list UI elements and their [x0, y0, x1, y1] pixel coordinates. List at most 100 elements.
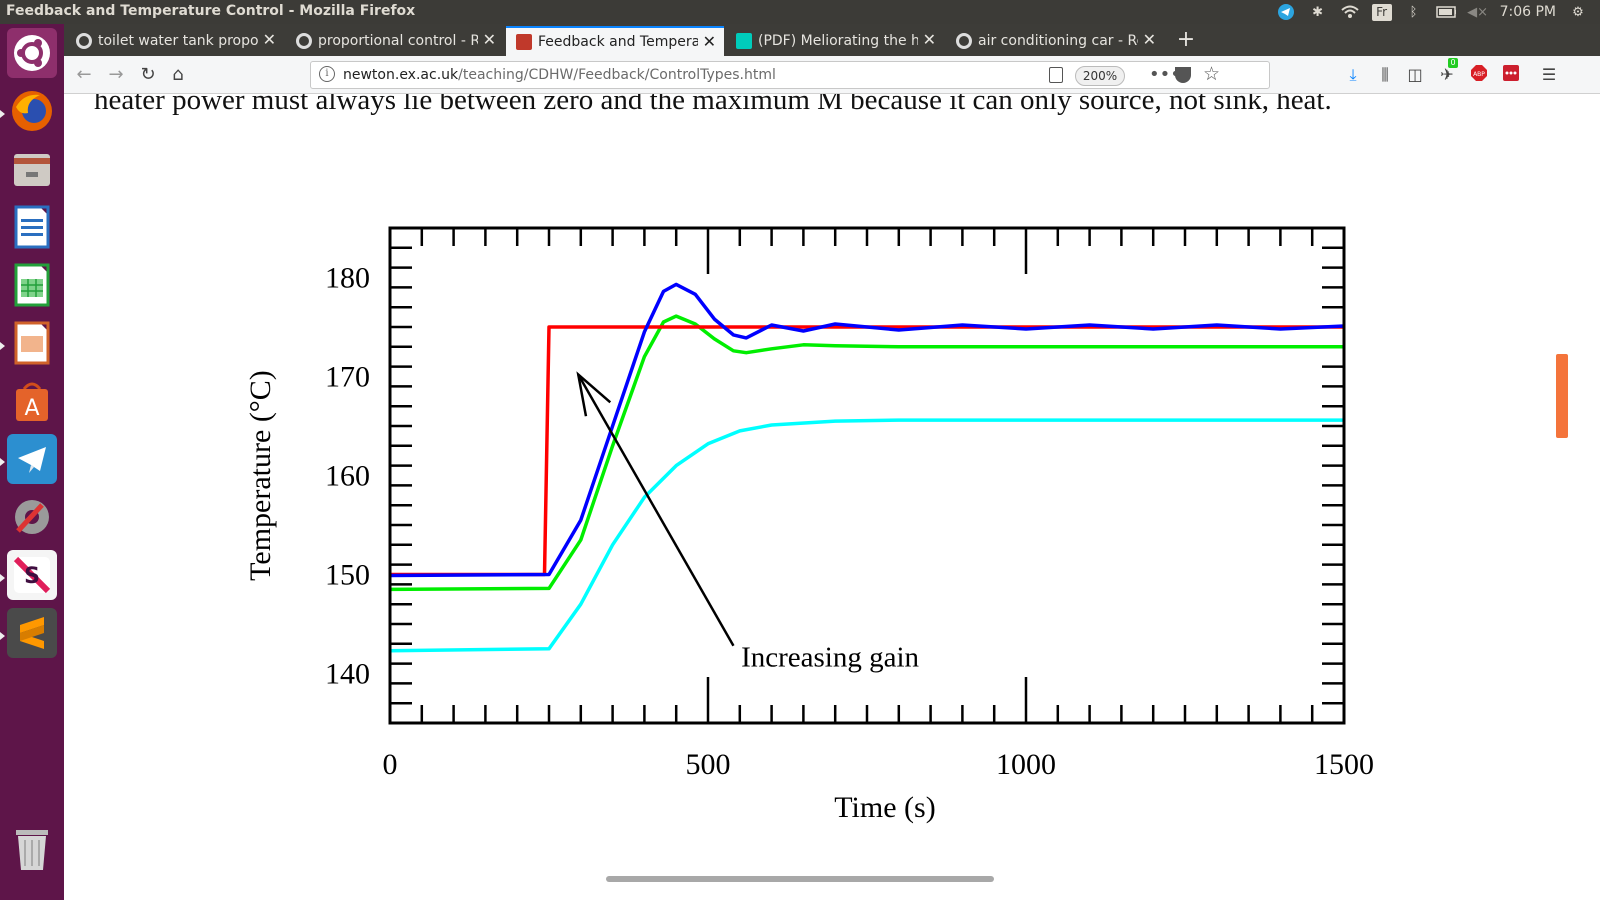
firefox-icon[interactable] [7, 86, 57, 136]
y-axis-label: Temperature (°C) [244, 370, 277, 581]
close-tab-icon[interactable]: ✕ [482, 30, 496, 49]
back-button[interactable]: ← [76, 64, 92, 85]
x-tick-label: 0 [383, 748, 398, 781]
bookmark-star-icon[interactable]: ☆ [1203, 63, 1221, 85]
unity-launcher: A S [0, 24, 64, 900]
active-app-indicator [0, 110, 5, 118]
top-panel: Feedback and Temperature Control - Mozil… [0, 0, 1600, 24]
x-tick-label: 500 [686, 748, 731, 781]
tab-label: (PDF) Meliorating the h [758, 33, 918, 49]
x-tick-label: 1500 [1314, 748, 1374, 781]
tab-1[interactable]: toilet water tank propor ✕ [66, 26, 284, 56]
extension-badge: 0 [1448, 58, 1458, 68]
x-tick-label: 1000 [996, 748, 1056, 781]
running-app-indicator [0, 574, 5, 582]
navigation-toolbar: ← → ↻ ⌂ i newton.ex.ac.uk/teaching/CDHW/… [64, 56, 1600, 94]
google-icon [956, 33, 972, 49]
chart-series [389, 282, 1345, 653]
libreoffice-calc-icon[interactable] [7, 260, 57, 310]
y-tick-label: 180 [325, 262, 370, 295]
system-settings-icon[interactable] [7, 492, 57, 542]
site-info-icon[interactable]: i [319, 66, 335, 82]
y-tick-label: 140 [325, 658, 370, 691]
researchgate-icon [736, 33, 752, 49]
trash-icon[interactable] [7, 824, 57, 874]
google-icon [296, 33, 312, 49]
wifi-icon[interactable] [1340, 3, 1360, 21]
y-tick-label: 160 [325, 460, 370, 493]
ubuntu-dash-icon[interactable] [7, 28, 57, 78]
slack-icon[interactable]: S [7, 550, 57, 600]
tab-2[interactable]: proportional control - R ✕ [286, 26, 504, 56]
reader-view-icon[interactable] [1049, 67, 1063, 83]
google-icon [76, 33, 92, 49]
vertical-scrollbar-thumb[interactable] [1556, 354, 1568, 438]
plot-frame [388, 226, 1346, 725]
files-icon[interactable] [7, 144, 57, 194]
annotation-text: Increasing gain [741, 642, 919, 674]
libreoffice-impress-icon[interactable] [7, 318, 57, 368]
close-tab-icon[interactable]: ✕ [702, 32, 716, 51]
home-button[interactable]: ⌂ [172, 64, 184, 85]
power-gear-icon[interactable]: ⚙ [1572, 4, 1584, 20]
forward-button[interactable]: → [108, 64, 124, 85]
library-icon[interactable]: ⫼ [1381, 65, 1389, 84]
running-app-indicator [0, 632, 5, 640]
zoom-level-badge[interactable]: 200% [1075, 66, 1125, 86]
exeter-crest-icon [516, 34, 532, 50]
pocket-icon[interactable] [1175, 67, 1191, 83]
system-tray: ✱ Fr ᛒ ◀× 7:06 PM ⚙ [1276, 0, 1588, 24]
tick-labels: 0 500 1000 1500 140 150 160 170 180 [325, 262, 1374, 782]
close-tab-icon[interactable]: ✕ [922, 30, 936, 49]
libreoffice-writer-icon[interactable] [7, 202, 57, 252]
page-actions-menu-icon[interactable]: ••• [1149, 64, 1181, 85]
sublime-text-icon[interactable] [7, 608, 57, 658]
bluetooth-icon[interactable]: ᛒ [1409, 4, 1418, 20]
url-text[interactable]: newton.ex.ac.uk/teaching/CDHW/Feedback/C… [343, 67, 776, 83]
series-line-1 [389, 282, 1345, 578]
new-tab-button[interactable]: + [1176, 27, 1196, 52]
horizontal-scrollbar-thumb[interactable] [606, 876, 994, 882]
svg-text:ABP: ABP [1473, 71, 1485, 78]
svg-text:A: A [24, 396, 39, 421]
extension-icon[interactable]: ✈ 0 [1436, 58, 1458, 86]
tab-4[interactable]: (PDF) Meliorating the h ✕ [726, 26, 944, 56]
settings-gear-tray-icon[interactable]: ✱ [1312, 4, 1324, 20]
software-center-icon[interactable]: A [7, 376, 57, 426]
tab-strip: toilet water tank propor ✕ proportional … [64, 24, 1600, 56]
address-bar[interactable]: i newton.ex.ac.uk/teaching/CDHW/Feedback… [310, 61, 1270, 89]
running-app-indicator [0, 458, 5, 466]
tab-3-active[interactable]: Feedback and Temperat ✕ [506, 26, 724, 56]
close-tab-icon[interactable]: ✕ [1142, 30, 1156, 49]
svg-text:S: S [24, 564, 40, 589]
y-tick-label: 170 [325, 361, 370, 394]
reload-button[interactable]: ↻ [140, 64, 156, 85]
x-axis-label: Time (s) [834, 791, 935, 824]
tab-label: air conditioning car - Re [978, 33, 1138, 49]
series-line-0 [390, 325, 1344, 577]
close-tab-icon[interactable]: ✕ [262, 30, 276, 49]
url-host: newton.ex.ac.uk [343, 67, 459, 83]
clock[interactable]: 7:06 PM [1499, 4, 1556, 20]
annotation-arrow [577, 373, 735, 647]
annotation-arrowhead [576, 371, 612, 417]
keyboard-layout-indicator[interactable]: Fr [1371, 3, 1392, 21]
volume-muted-icon[interactable]: ◀× [1467, 4, 1489, 20]
tab-label: proportional control - R [318, 33, 478, 49]
temperature-chart: 0 500 1000 1500 140 150 160 170 180 Time (s) Tem… [244, 226, 1374, 824]
url-path: /teaching/CDHW/Feedback/ControlTypes.htm… [458, 67, 776, 83]
tab-5[interactable]: air conditioning car - Re ✕ [946, 26, 1164, 56]
telegram-tray-icon[interactable] [1276, 3, 1296, 21]
page-content: heater power must always lie between zer… [64, 94, 1534, 900]
hamburger-menu-icon[interactable]: ☰ [1541, 65, 1557, 84]
tab-label: toilet water tank propor [98, 33, 258, 49]
downloads-icon[interactable]: ⤓ [1349, 65, 1357, 84]
running-app-indicator [0, 342, 5, 350]
lastpass-icon[interactable] [1500, 64, 1522, 86]
series-line-3 [389, 418, 1344, 653]
telegram-icon[interactable] [7, 434, 57, 484]
adblock-plus-icon[interactable]: ABP [1468, 64, 1490, 86]
window-title: Feedback and Temperature Control - Mozil… [6, 3, 416, 19]
battery-icon[interactable] [1435, 3, 1456, 21]
sidebar-icon[interactable]: ◫ [1407, 65, 1423, 84]
